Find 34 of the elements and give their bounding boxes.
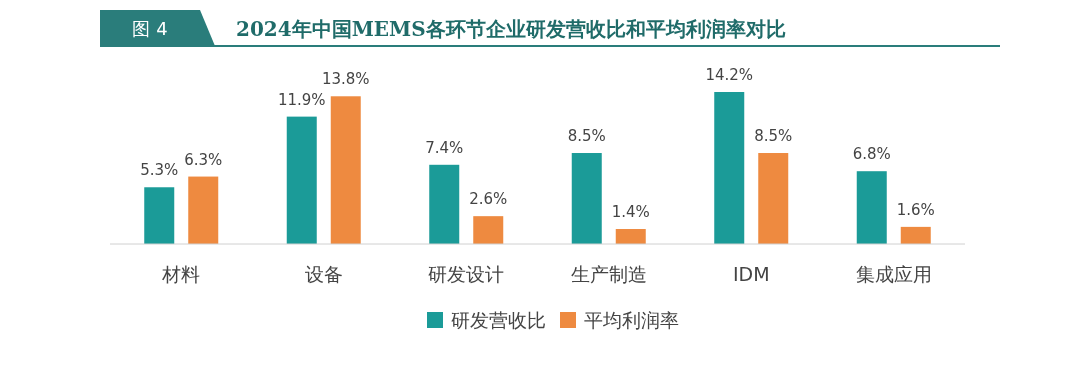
- legend-label: 平均利润率: [584, 309, 679, 331]
- bar: [144, 187, 175, 244]
- bar: [900, 226, 931, 244]
- data-label: 8.5%: [754, 127, 793, 146]
- bar: [856, 171, 887, 244]
- data-label: 6.3%: [184, 150, 223, 169]
- bar: [615, 229, 646, 244]
- data-label: 11.9%: [277, 90, 326, 109]
- bar: [188, 176, 219, 244]
- x-tick-label: 材料: [161, 263, 201, 285]
- x-tick-label: 集成应用: [855, 263, 932, 285]
- caption: 图 4: [132, 18, 168, 39]
- legend-label: 研发营收比: [451, 309, 546, 331]
- data-label: 6.8%: [852, 145, 891, 164]
- chart-title: 2024年中国MEMS各环节企业研发营收比和平均利润率对比: [236, 17, 786, 41]
- x-tick-label: 设备: [304, 263, 343, 285]
- bar: [330, 96, 361, 244]
- bar: [571, 153, 602, 244]
- data-label: 13.8%: [321, 70, 370, 89]
- bar: [714, 92, 745, 244]
- bar: [429, 164, 460, 244]
- x-tick-label: 生产制造: [570, 263, 647, 285]
- bar: [758, 153, 789, 244]
- data-label: 1.6%: [896, 200, 935, 219]
- bar: [286, 116, 317, 244]
- bar: [473, 216, 504, 244]
- data-label: 2.6%: [469, 190, 508, 209]
- data-label: 1.4%: [611, 203, 650, 222]
- data-label: 5.3%: [140, 161, 179, 180]
- x-tick-label: 研发设计: [428, 263, 505, 285]
- data-label: 7.4%: [425, 138, 464, 157]
- data-label: 14.2%: [705, 66, 754, 84]
- x-tick-label: IDM: [732, 263, 770, 285]
- data-label: 8.5%: [567, 127, 606, 146]
